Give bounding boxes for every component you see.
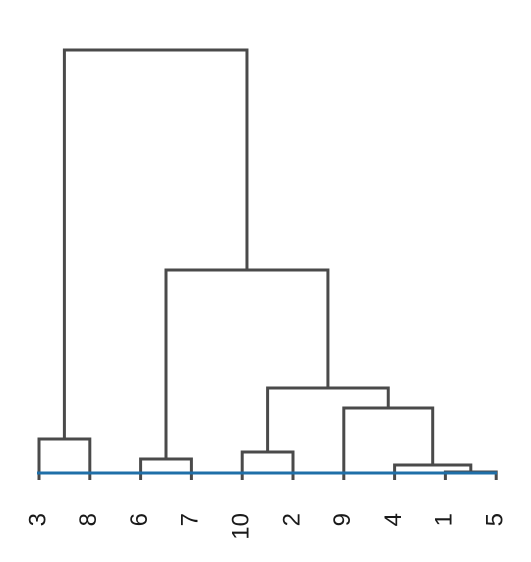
leaf-label: 10 — [228, 513, 255, 540]
leaf-label: 2 — [278, 513, 305, 526]
branch-merge-6-7-rest — [164, 268, 330, 459]
leaf-label: 4 — [380, 513, 407, 526]
branch-merge-root — [62, 48, 249, 439]
leaf-label: 3 — [24, 513, 51, 526]
branch-merge-6-7 — [139, 457, 193, 480]
leaf-label: 9 — [329, 513, 356, 526]
leaf-label: 5 — [482, 513, 509, 526]
branch-merge-10-2 — [240, 450, 295, 480]
leaf-label: 7 — [177, 513, 204, 526]
branch-merge-9-4-1-5 — [342, 406, 435, 480]
dendrogram-branches — [37, 48, 498, 480]
leaf-label: 8 — [75, 513, 102, 526]
branch-merge-10-2-9-4-1-5 — [266, 386, 390, 452]
leaf-label: 6 — [126, 513, 153, 526]
leaf-label: 1 — [431, 513, 458, 526]
leaf-labels: 3 8 6 7 10 2 9 4 1 5 — [24, 513, 508, 540]
